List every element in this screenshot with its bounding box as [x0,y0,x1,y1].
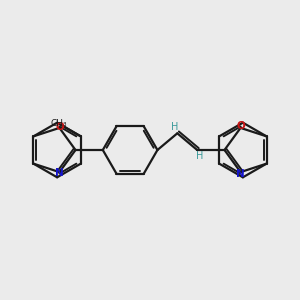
Text: N: N [55,169,64,178]
Text: N: N [236,169,245,179]
Text: O: O [55,122,64,131]
Text: CH₃: CH₃ [51,119,68,128]
Text: H: H [171,122,179,132]
Text: H: H [196,151,203,161]
Text: O: O [236,121,245,131]
